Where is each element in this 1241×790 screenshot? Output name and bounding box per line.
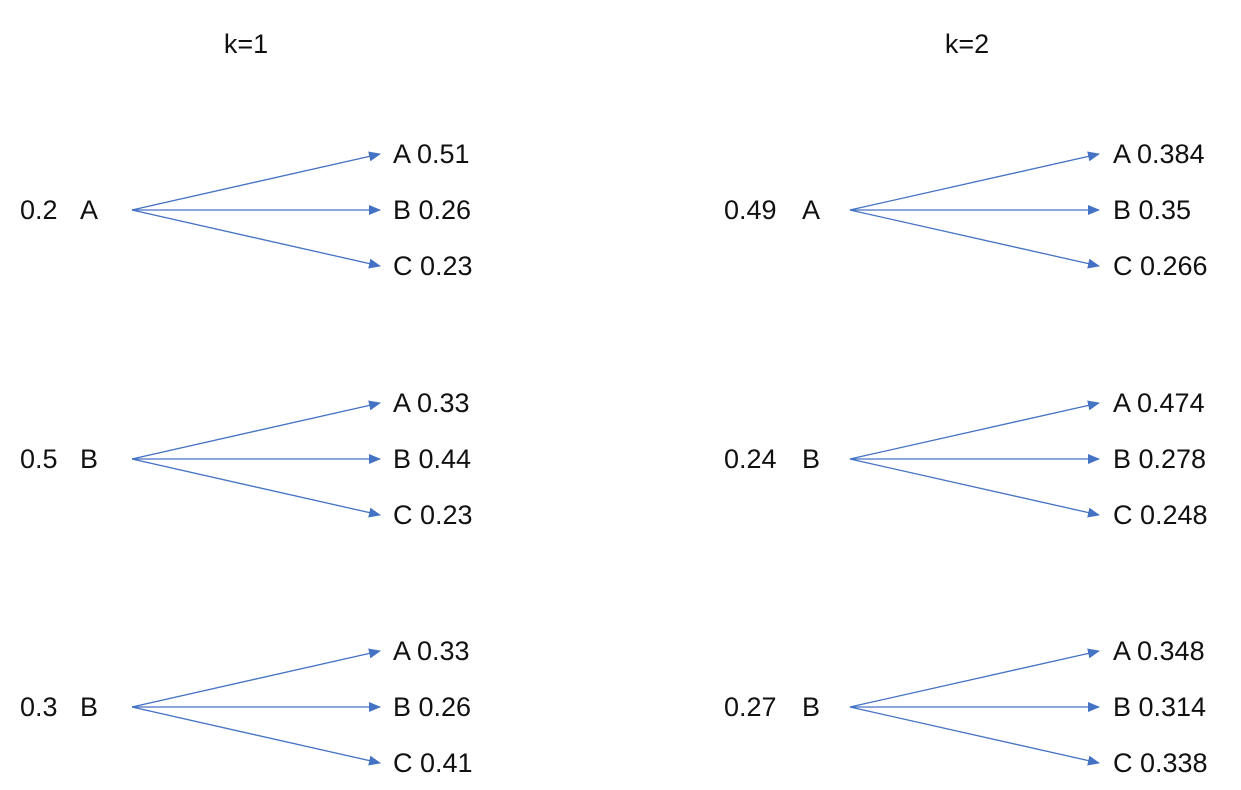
- target-label: C 0.338: [1113, 748, 1208, 778]
- target-label: C 0.266: [1113, 251, 1208, 281]
- transition-arrow: [849, 400, 1100, 460]
- transition-arrow: [131, 151, 381, 211]
- source-state: A: [80, 195, 98, 225]
- target-label: C 0.23: [393, 251, 473, 281]
- target-label: A 0.348: [1113, 636, 1205, 666]
- source-probability: 0.27: [724, 692, 777, 722]
- target-label: A 0.33: [393, 388, 470, 418]
- transition-arrow: [849, 458, 1100, 518]
- transition-arrow: [849, 209, 1100, 269]
- target-label: C 0.248: [1113, 500, 1208, 530]
- source-state: A: [802, 195, 820, 225]
- transition-arrow: [131, 209, 381, 269]
- target-label: A 0.384: [1113, 139, 1205, 169]
- transition-arrow: [131, 458, 381, 518]
- source-probability: 0.3: [20, 692, 58, 722]
- target-label: C 0.41: [393, 748, 473, 778]
- transition-arrow: [131, 648, 381, 708]
- transition-arrow: [849, 706, 1100, 766]
- transition-arrow: [849, 151, 1100, 211]
- panel-title: k=2: [945, 29, 989, 59]
- target-label: B 0.278: [1113, 444, 1206, 474]
- target-label: B 0.314: [1113, 692, 1206, 722]
- source-probability: 0.24: [724, 444, 777, 474]
- target-label: A 0.474: [1113, 388, 1205, 418]
- transition-arrow: [131, 400, 381, 460]
- source-probability: 0.5: [20, 444, 58, 474]
- target-label: B 0.35: [1113, 195, 1191, 225]
- target-label: B 0.26: [393, 692, 471, 722]
- target-label: A 0.33: [393, 636, 470, 666]
- target-label: B 0.26: [393, 195, 471, 225]
- transition-arrow: [131, 706, 381, 766]
- source-state: B: [80, 692, 98, 722]
- panel-title: k=1: [224, 29, 268, 59]
- source-state: B: [80, 444, 98, 474]
- transition-arrow: [849, 648, 1100, 708]
- source-state: B: [802, 692, 820, 722]
- source-probability: 0.2: [20, 195, 58, 225]
- source-state: B: [802, 444, 820, 474]
- target-label: C 0.23: [393, 500, 473, 530]
- source-probability: 0.49: [724, 195, 777, 225]
- target-label: A 0.51: [393, 139, 470, 169]
- target-label: B 0.44: [393, 444, 471, 474]
